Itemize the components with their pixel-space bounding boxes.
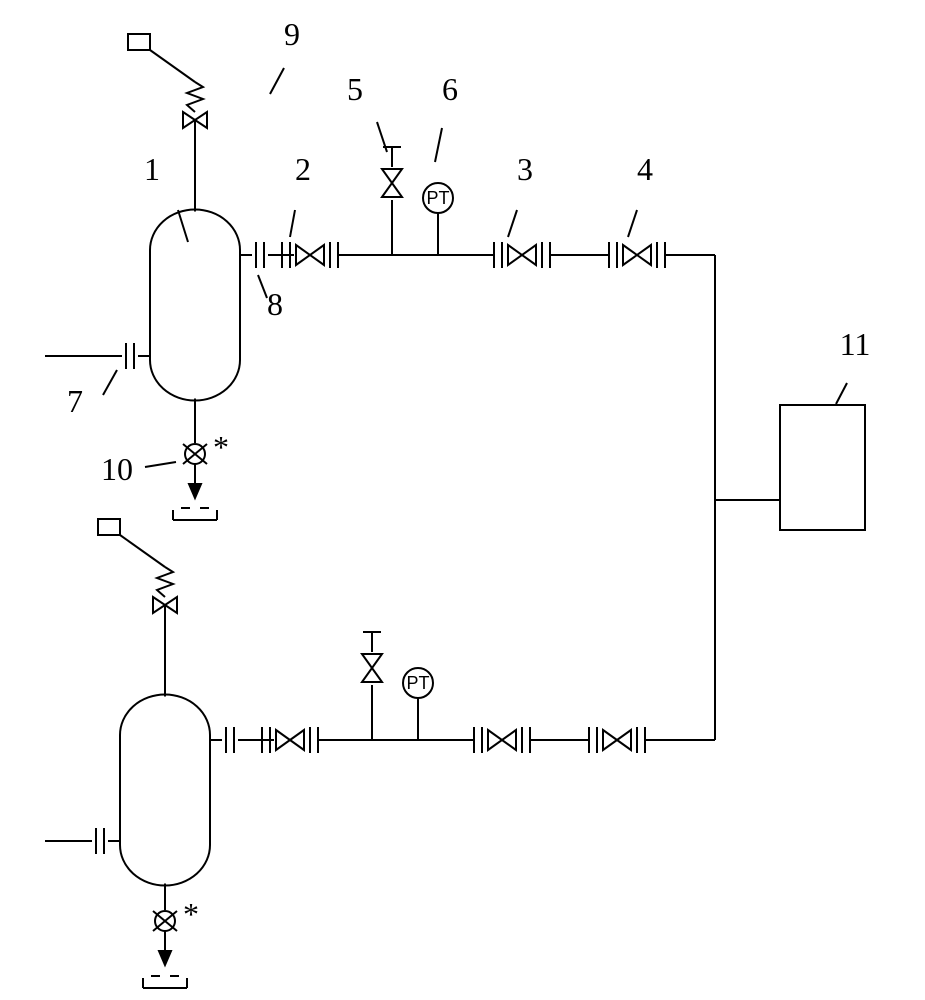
svg-text:*: * [213, 429, 229, 465]
svg-text:3: 3 [517, 151, 533, 187]
svg-text:6: 6 [442, 71, 458, 107]
svg-text:11: 11 [840, 326, 871, 362]
svg-text:1: 1 [144, 151, 160, 187]
svg-text:PT: PT [406, 673, 429, 693]
svg-text:5: 5 [347, 71, 363, 107]
svg-text:*: * [183, 896, 199, 932]
svg-text:9: 9 [284, 16, 300, 52]
svg-text:2: 2 [295, 151, 311, 187]
svg-text:7: 7 [67, 383, 83, 419]
svg-text:4: 4 [637, 151, 653, 187]
svg-text:8: 8 [267, 286, 283, 322]
svg-text:PT: PT [426, 188, 449, 208]
svg-text:10: 10 [101, 451, 133, 487]
